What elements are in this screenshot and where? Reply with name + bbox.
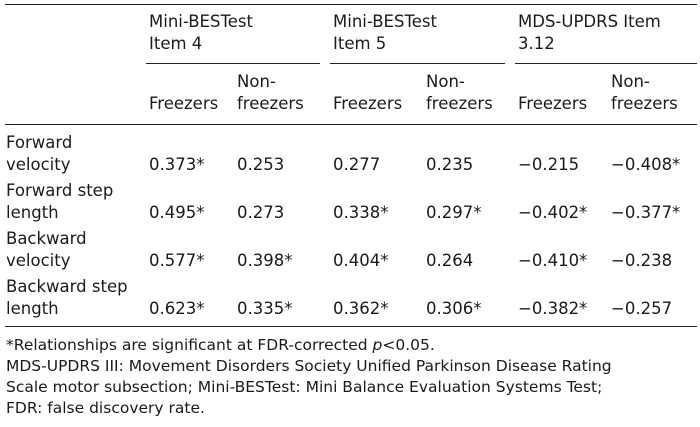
table-cell: 0.273 [237,203,285,222]
significance-text: *Relationships are significant at FDR-co… [6,336,373,354]
table-cell: 0.235 [426,155,474,174]
p-symbol: p [372,336,383,354]
row-label-forward-step-length-line2: length [6,203,59,222]
group-rule-2 [330,63,505,64]
group-header-3-line2: 3.12 [518,34,555,53]
table-cell: 0.264 [426,251,474,270]
group-header-1-line2: Item 4 [149,34,203,53]
subheader-2-line2: freezers [237,94,304,113]
row-label-backward-step-length-line1: Backward step [6,277,128,296]
table-cell: 0.398* [237,251,293,270]
table-cell: −0.410* [518,251,588,270]
subheader-4-line1: Non- [426,72,465,91]
table-cell: 0.623* [149,299,205,318]
table-cell: 0.335* [237,299,293,318]
abbreviations-footnote-line1: MDS-UPDRS III: Movement Disorders Societ… [6,357,612,375]
row-label-forward-step-length-line1: Forward step [6,181,114,200]
group-header-3-line1: MDS-UPDRS Item [518,12,661,31]
header-bottom-rule [5,124,697,125]
table-cell: 0.404* [333,251,389,270]
subheader-6-line2: freezers [611,94,678,113]
subheader-4-line2: freezers [426,94,493,113]
table-bottom-rule [5,326,697,327]
table-cell: −0.382* [518,299,588,318]
table-cell: 0.338* [333,203,389,222]
table-cell: −0.238 [611,251,673,270]
abbreviations-footnote-line3: FDR: false discovery rate. [6,399,205,417]
subheader-6-line1: Non- [611,72,650,91]
table-cell: 0.297* [426,203,482,222]
table-cell: 0.277 [333,155,381,174]
group-header-2-line2: Item 5 [333,34,387,53]
row-label-backward-velocity-line2: velocity [6,251,71,270]
table-cell: 0.495* [149,203,205,222]
group-header-2-line1: Mini-BESTest [333,12,437,31]
table-cell: −0.215 [518,155,580,174]
row-label-backward-velocity-line1: Backward [6,229,87,248]
abbreviations-footnote-line2: Scale motor subsection; Mini-BESTest: Mi… [6,378,603,396]
row-label-backward-step-length-line2: length [6,299,59,318]
significance-footnote: *Relationships are significant at FDR-co… [6,335,435,356]
row-label-forward-velocity-line1: Forward [6,133,73,152]
subheader-1: Freezers [149,94,219,113]
subheader-5: Freezers [518,94,588,113]
subheader-2-line1: Non- [237,72,276,91]
table-cell: 0.362* [333,299,389,318]
group-header-1-line1: Mini-BESTest [149,12,253,31]
table-cell: 0.253 [237,155,285,174]
group-rule-1 [146,63,320,64]
table-top-rule [5,4,697,5]
row-label-forward-velocity-line2: velocity [6,155,71,174]
table-cell: −0.402* [518,203,588,222]
group-rule-3 [515,63,697,64]
table-cell: 0.306* [426,299,482,318]
table-cell: −0.408* [611,155,681,174]
table-cell: 0.373* [149,155,205,174]
subheader-3: Freezers [333,94,403,113]
table-cell: −0.377* [611,203,681,222]
significance-threshold: <0.05. [382,336,435,354]
table-cell: 0.577* [149,251,205,270]
table-cell: −0.257 [611,299,673,318]
